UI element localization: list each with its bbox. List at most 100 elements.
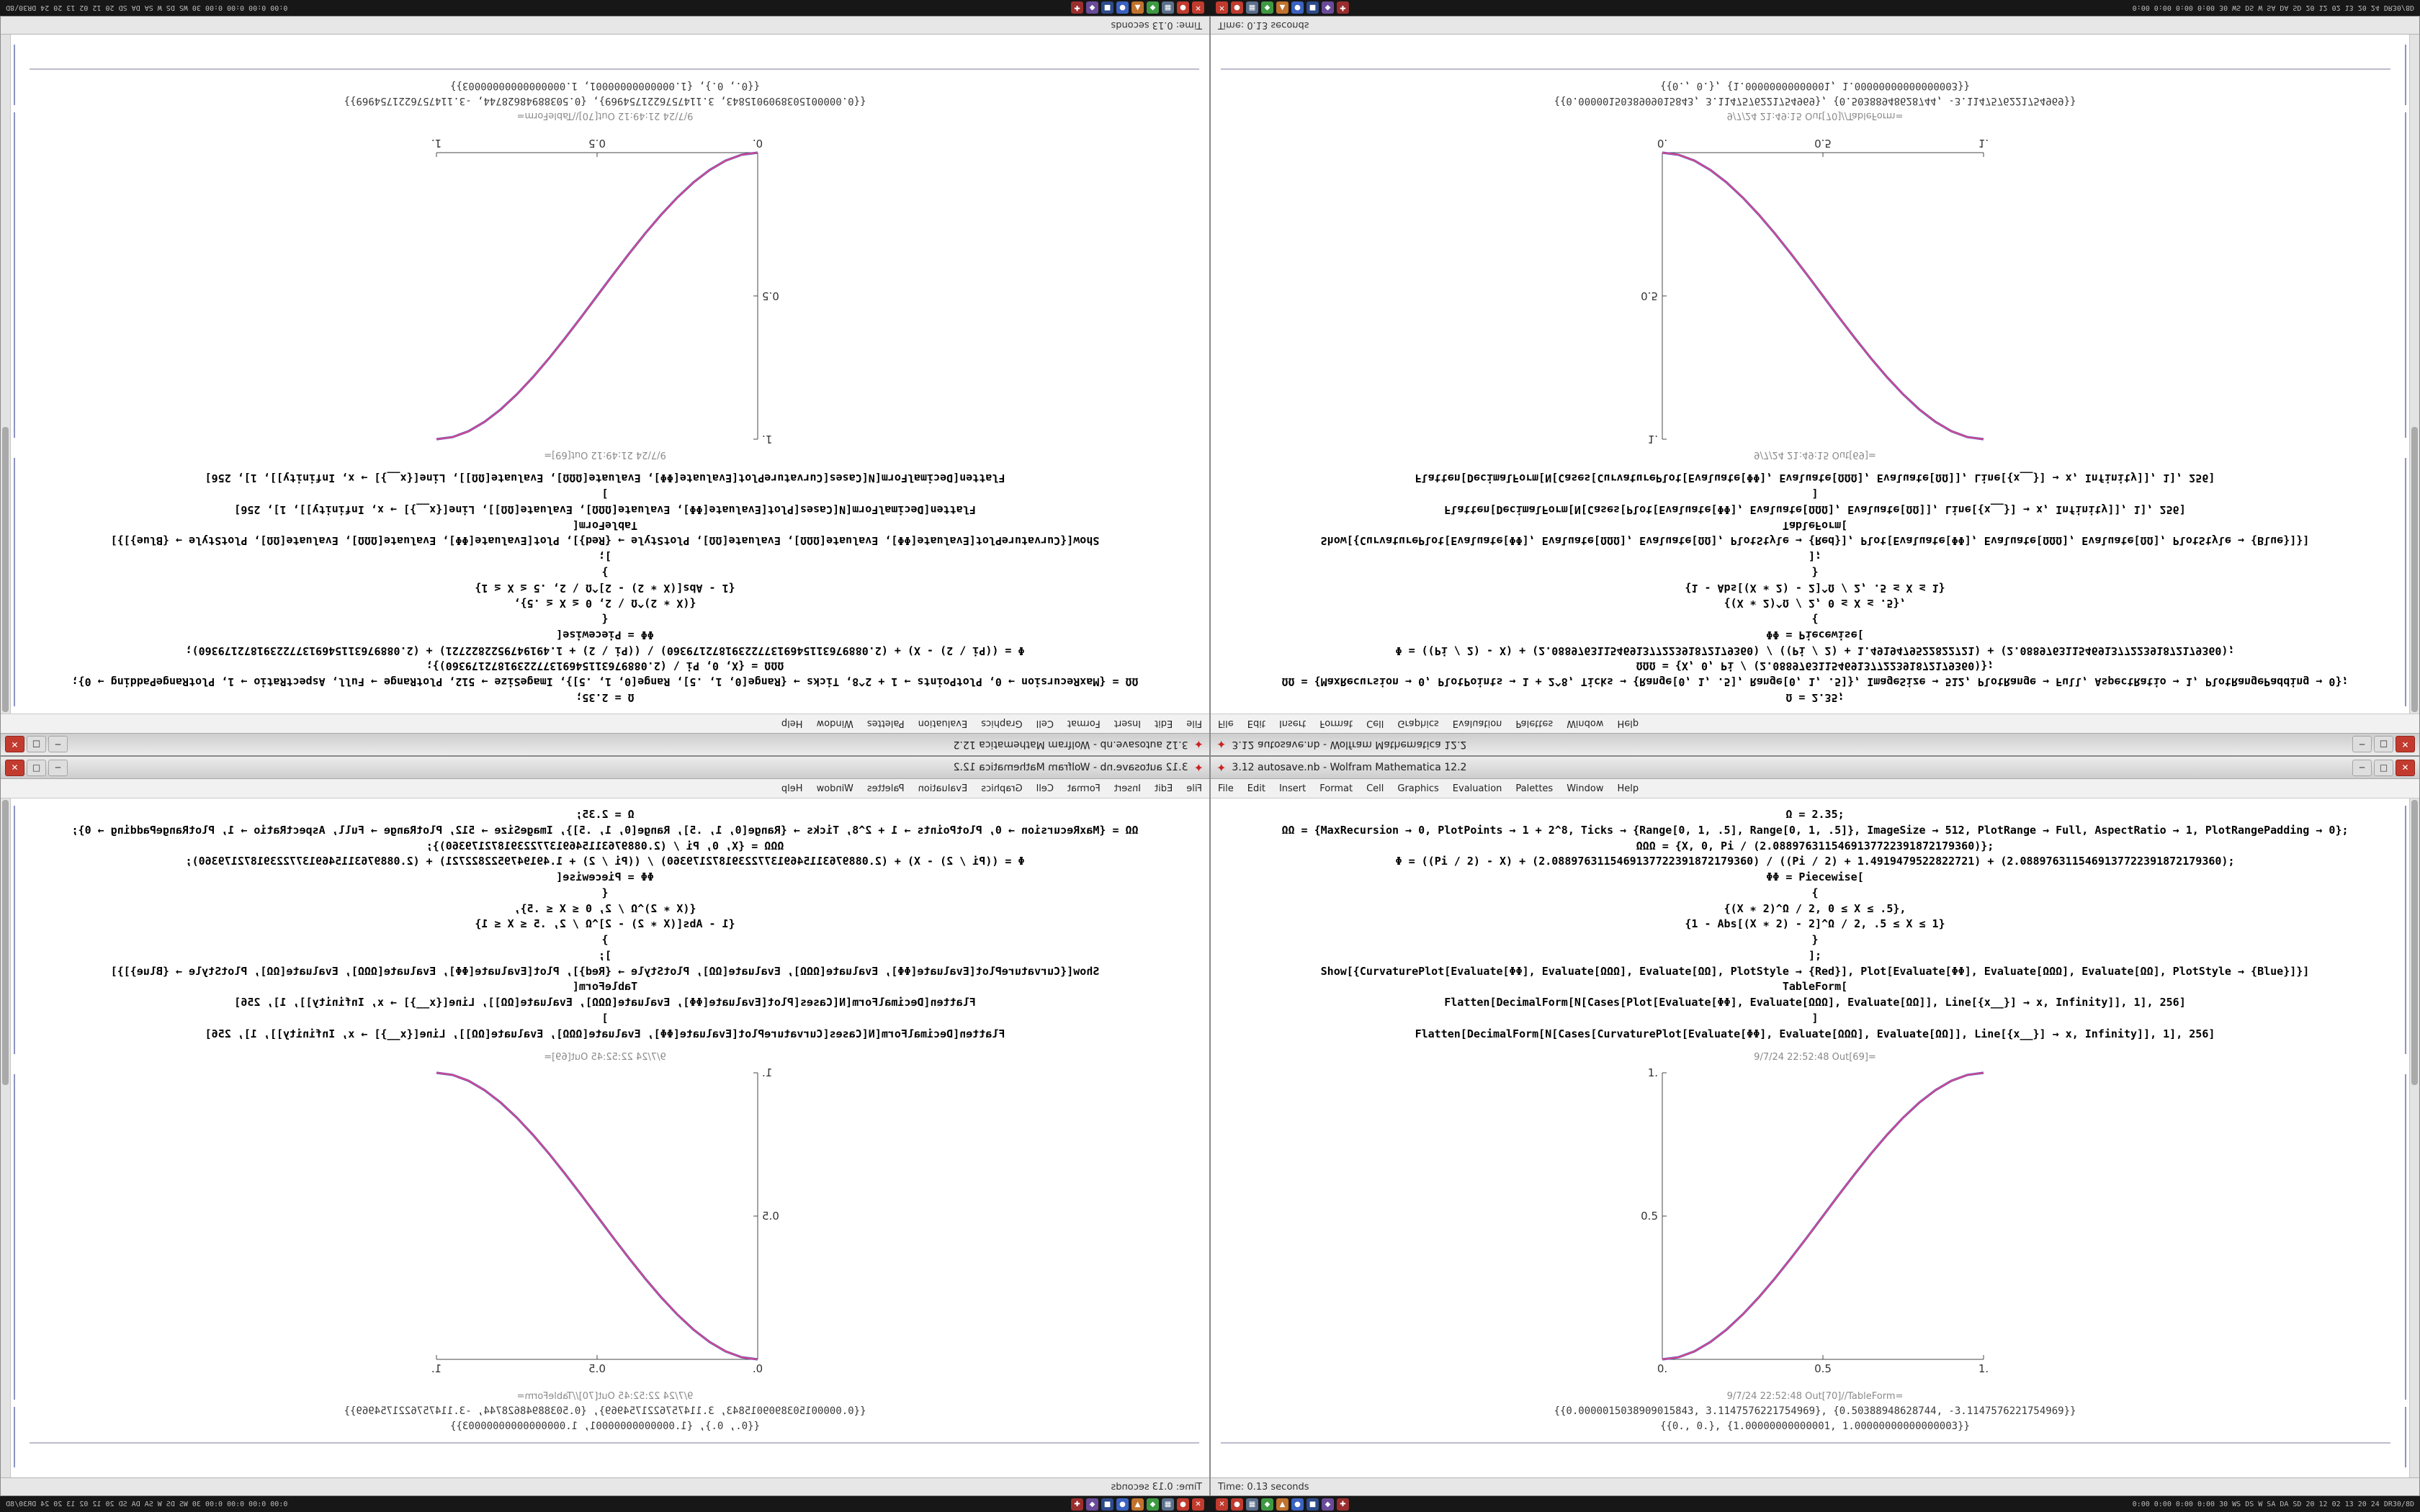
close-button[interactable]: ✕ bbox=[2396, 759, 2415, 776]
window-titlebar[interactable]: ✦ 3.12 autosave.nb - Wolfram Mathematica… bbox=[1211, 733, 2419, 755]
window-titlebar[interactable]: ✦ 3.12 autosave.nb - Wolfram Mathematica… bbox=[1211, 757, 2419, 779]
menu-graphics[interactable]: Graphics bbox=[981, 783, 1023, 794]
maximize-button[interactable]: □ bbox=[27, 736, 46, 753]
cell-bracket-input-group[interactable] bbox=[14, 806, 15, 1054]
menu-format[interactable]: Format bbox=[1319, 718, 1353, 729]
menu-file[interactable]: File bbox=[1218, 783, 1234, 794]
taskbar-icon-darkred[interactable]: ✚ bbox=[1071, 1, 1083, 14]
menu-edit[interactable]: Edit bbox=[1155, 718, 1173, 729]
notebook-area[interactable]: Ω = 2.35; ΩΩ = {MaxRecursion → 0, PlotPoi… bbox=[1211, 798, 2419, 1477]
cell-insertion-bar[interactable] bbox=[1221, 1442, 2390, 1444]
taskbar-icon-blue[interactable]: ● bbox=[1116, 1, 1129, 14]
cell-bracket-input-group[interactable] bbox=[2405, 806, 2406, 1054]
menu-insert[interactable]: Insert bbox=[1113, 783, 1142, 794]
cell-bracket-output-cells[interactable] bbox=[14, 45, 15, 105]
menu-palettes[interactable]: Palettes bbox=[866, 783, 905, 794]
menu-window[interactable]: Window bbox=[1567, 783, 1604, 794]
maximize-button[interactable]: □ bbox=[2374, 736, 2393, 753]
taskbar-icon-green[interactable]: ◆ bbox=[1147, 1, 1159, 14]
maximize-button[interactable]: □ bbox=[27, 759, 46, 776]
menu-help[interactable]: Help bbox=[1617, 718, 1639, 729]
scrollbar-thumb[interactable] bbox=[2, 426, 9, 712]
minimize-button[interactable]: ─ bbox=[2352, 736, 2372, 753]
cell-bracket-plot-cell[interactable] bbox=[2405, 112, 2406, 438]
notebook-area[interactable]: Ω = 2.35; ΩΩ = {MaxRecursion → 0, PlotPoi… bbox=[1211, 35, 2419, 714]
menu-palettes[interactable]: Palettes bbox=[1515, 783, 1554, 794]
menu-palettes[interactable]: Palettes bbox=[866, 718, 905, 729]
menu-format[interactable]: Format bbox=[1319, 783, 1353, 794]
cell-insertion-bar[interactable] bbox=[1221, 68, 2390, 70]
window-titlebar[interactable]: ✦ 3.12 autosave.nb - Wolfram Mathematica… bbox=[1, 757, 1209, 779]
menu-format[interactable]: Format bbox=[1067, 718, 1101, 729]
taskbar-icon-blue[interactable]: ● bbox=[1116, 1498, 1129, 1511]
menu-insert[interactable]: Insert bbox=[1113, 718, 1142, 729]
menu-evaluation[interactable]: Evaluation bbox=[918, 718, 968, 729]
notebook-area[interactable]: Ω = 2.35; ΩΩ = {MaxRecursion → 0, PlotPoi… bbox=[1, 35, 1209, 714]
menu-graphics[interactable]: Graphics bbox=[1397, 718, 1439, 729]
menu-graphics[interactable]: Graphics bbox=[1397, 783, 1439, 794]
close-button[interactable]: ✕ bbox=[5, 736, 24, 753]
taskbar-icon-red-record[interactable]: ● bbox=[1231, 1, 1243, 14]
taskbar-icon-red-close[interactable]: ✕ bbox=[1192, 1, 1204, 14]
minimize-button[interactable]: ─ bbox=[2352, 759, 2372, 776]
scrollbar-thumb[interactable] bbox=[2411, 426, 2418, 712]
menu-palettes[interactable]: Palettes bbox=[1515, 718, 1554, 729]
taskbar-icon-orange[interactable]: ▲ bbox=[1276, 1498, 1289, 1511]
taskbar-icon-navy[interactable]: ■ bbox=[1101, 1498, 1113, 1511]
menu-format[interactable]: Format bbox=[1067, 783, 1101, 794]
maximize-button[interactable]: □ bbox=[2374, 759, 2393, 776]
menu-cell[interactable]: Cell bbox=[1036, 718, 1054, 729]
taskbar-icon-navy[interactable]: ■ bbox=[1101, 1, 1113, 14]
menu-insert[interactable]: Insert bbox=[1278, 718, 1307, 729]
menu-graphics[interactable]: Graphics bbox=[981, 718, 1023, 729]
menu-evaluation[interactable]: Evaluation bbox=[918, 783, 968, 794]
taskbar-icon-purple[interactable]: ◆ bbox=[1086, 1, 1098, 14]
scrollbar-thumb[interactable] bbox=[2, 800, 9, 1086]
menu-cell[interactable]: Cell bbox=[1366, 718, 1384, 729]
menu-evaluation[interactable]: Evaluation bbox=[1452, 783, 1502, 794]
vertical-scrollbar[interactable] bbox=[1, 35, 11, 714]
taskbar-icon-blue[interactable]: ● bbox=[1291, 1, 1304, 14]
menu-file[interactable]: File bbox=[1218, 718, 1234, 729]
minimize-button[interactable]: ─ bbox=[48, 759, 68, 776]
vertical-scrollbar[interactable] bbox=[1, 798, 11, 1477]
taskbar-icon-orange[interactable]: ▲ bbox=[1131, 1498, 1144, 1511]
taskbar-icon-purple[interactable]: ◆ bbox=[1086, 1498, 1098, 1511]
window-titlebar[interactable]: ✦ 3.12 autosave.nb - Wolfram Mathematica… bbox=[1, 733, 1209, 755]
taskbar-icon-slate-grid[interactable]: ▦ bbox=[1162, 1, 1174, 14]
taskbar-icon-orange[interactable]: ▲ bbox=[1131, 1, 1144, 14]
taskbar-icon-green[interactable]: ◆ bbox=[1261, 1, 1273, 14]
cell-insertion-bar[interactable] bbox=[30, 68, 1199, 70]
menu-cell[interactable]: Cell bbox=[1366, 783, 1384, 794]
cell-bracket-plot-cell[interactable] bbox=[14, 112, 15, 438]
taskbar-icon-red-close[interactable]: ✕ bbox=[1216, 1498, 1228, 1511]
taskbar-icon-darkred[interactable]: ✚ bbox=[1337, 1, 1349, 14]
minimize-button[interactable]: ─ bbox=[48, 736, 68, 753]
cell-bracket-plot-cell[interactable] bbox=[2405, 1074, 2406, 1400]
taskbar-icon-red-record[interactable]: ● bbox=[1177, 1498, 1189, 1511]
taskbar-icon-darkred[interactable]: ✚ bbox=[1071, 1498, 1083, 1511]
cell-bracket-output-cells[interactable] bbox=[2405, 1407, 2406, 1467]
cell-bracket-plot-cell[interactable] bbox=[14, 1074, 15, 1400]
taskbar-icon-darkred[interactable]: ✚ bbox=[1337, 1498, 1349, 1511]
menu-window[interactable]: Window bbox=[816, 718, 853, 729]
menu-cell[interactable]: Cell bbox=[1036, 783, 1054, 794]
cell-bracket-output-cells[interactable] bbox=[14, 1407, 15, 1467]
notebook-area[interactable]: Ω = 2.35; ΩΩ = {MaxRecursion → 0, PlotPoi… bbox=[1, 798, 1209, 1477]
menu-help[interactable]: Help bbox=[781, 718, 803, 729]
menu-edit[interactable]: Edit bbox=[1247, 783, 1265, 794]
taskbar-icon-purple[interactable]: ◆ bbox=[1322, 1, 1334, 14]
menu-evaluation[interactable]: Evaluation bbox=[1452, 718, 1502, 729]
taskbar-icon-red-record[interactable]: ● bbox=[1177, 1, 1189, 14]
menu-window[interactable]: Window bbox=[816, 783, 853, 794]
menu-edit[interactable]: Edit bbox=[1155, 783, 1173, 794]
taskbar-icon-orange[interactable]: ▲ bbox=[1276, 1, 1289, 14]
menu-edit[interactable]: Edit bbox=[1247, 718, 1265, 729]
close-button[interactable]: ✕ bbox=[5, 759, 24, 776]
menu-file[interactable]: File bbox=[1186, 783, 1202, 794]
taskbar-icon-slate-grid[interactable]: ▦ bbox=[1246, 1, 1258, 14]
taskbar-icon-green[interactable]: ◆ bbox=[1147, 1498, 1159, 1511]
menu-file[interactable]: File bbox=[1186, 718, 1202, 729]
taskbar-icon-navy[interactable]: ■ bbox=[1307, 1, 1319, 14]
menu-window[interactable]: Window bbox=[1567, 718, 1604, 729]
